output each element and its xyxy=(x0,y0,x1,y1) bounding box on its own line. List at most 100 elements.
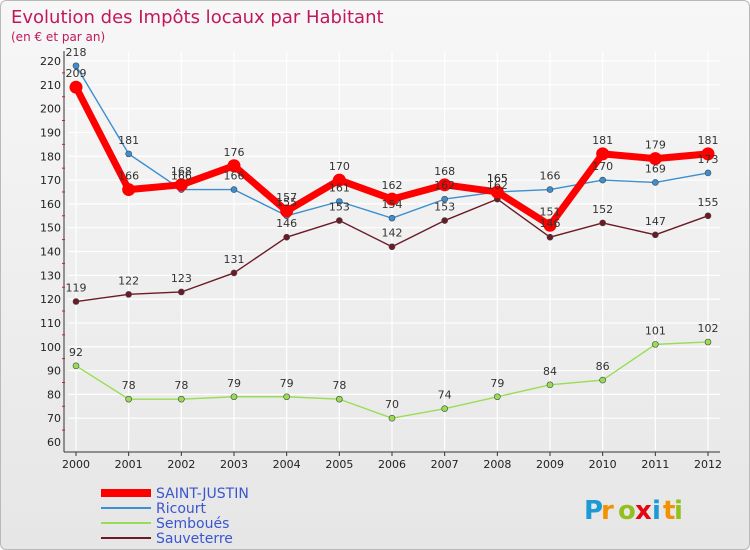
point-sauveterre-2003 xyxy=(230,269,238,277)
data-label-sembou-s-2000: 92 xyxy=(69,346,83,359)
point-sembou-s-2002 xyxy=(178,395,185,403)
point-sembou-s-2012 xyxy=(704,338,712,346)
point-sauveterre-2010 xyxy=(599,219,606,227)
plot-area: 60 70 80 90 100 110 120 130 140 150 160 170 180 190 20… xyxy=(40,46,722,471)
point-saint-justin-2000 xyxy=(69,80,83,94)
point-saint-justin-2006 xyxy=(385,192,399,206)
data-label-sembou-s-2002: 78 xyxy=(174,379,188,392)
data-label-saint-justin-2001: 166 xyxy=(118,170,139,183)
data-label-ricourt-2010: 170 xyxy=(592,160,613,173)
point-ricourt-2000 xyxy=(72,62,80,70)
data-label-sauveterre-2010: 152 xyxy=(592,203,613,216)
x-tick-label-2007: 2007 xyxy=(431,458,459,471)
y-tick-label-120: 120 xyxy=(40,293,61,306)
y-tick-label-200: 200 xyxy=(40,103,61,116)
data-label-ricourt-2005: 161 xyxy=(329,181,350,194)
point-saint-justin-2011 xyxy=(648,152,662,166)
chart-title: Evolution des Impôts locaux par Habitant xyxy=(11,7,384,28)
data-label-sembou-s-2010: 86 xyxy=(596,360,610,373)
x-tick-label-2002: 2002 xyxy=(167,458,195,471)
brand-letter: i xyxy=(652,496,661,526)
point-sembou-s-2007 xyxy=(441,405,448,412)
data-label-sembou-s-2003: 79 xyxy=(227,377,241,390)
x-tick-label-2006: 2006 xyxy=(378,458,406,471)
data-label-sembou-s-2001: 78 xyxy=(122,379,136,392)
y-tick-label-160: 160 xyxy=(40,198,61,211)
y-tick-label-140: 140 xyxy=(40,246,61,259)
data-label-sauveterre-2004: 146 xyxy=(276,217,297,230)
data-label-sembou-s-2009: 84 xyxy=(543,365,557,378)
data-label-saint-justin-2008: 165 xyxy=(487,172,508,185)
y-tick-label-60: 60 xyxy=(47,436,61,449)
brand-letter: i xyxy=(674,496,683,526)
point-ricourt-2009 xyxy=(546,186,554,193)
data-label-saint-justin-2010: 181 xyxy=(592,134,613,147)
point-sembou-s-2004 xyxy=(283,393,290,401)
x-tick-label-2001: 2001 xyxy=(115,458,143,471)
data-label-ricourt-2012: 173 xyxy=(698,153,719,166)
x-tick-label-2008: 2008 xyxy=(483,458,511,471)
y-tick-label-130: 130 xyxy=(40,269,61,282)
point-saint-justin-2008 xyxy=(490,185,504,199)
point-sembou-s-2010 xyxy=(599,376,606,384)
point-saint-justin-2009 xyxy=(543,218,557,232)
brand-letter: P xyxy=(584,496,603,526)
y-tick-label-190: 190 xyxy=(40,126,61,139)
legend-label-sembou-s: Semboués xyxy=(156,516,229,532)
point-ricourt-2001 xyxy=(125,150,132,158)
data-label-saint-justin-2003: 176 xyxy=(224,146,245,159)
y-tick-label-150: 150 xyxy=(40,222,61,235)
legend-label-saint-justin: SAINT-JUSTIN xyxy=(156,486,249,502)
point-sauveterre-2001 xyxy=(125,291,132,298)
data-label-ricourt-2007: 162 xyxy=(434,179,455,192)
point-saint-justin-2001 xyxy=(122,183,136,197)
data-label-saint-justin-2009: 151 xyxy=(540,205,561,218)
data-label-sembou-s-2005: 78 xyxy=(332,379,346,392)
point-sembou-s-2001 xyxy=(125,395,132,403)
x-tick-label-2011: 2011 xyxy=(641,458,669,471)
data-label-saint-justin-2011: 179 xyxy=(645,139,666,152)
data-label-ricourt-2008: 165 xyxy=(487,172,508,185)
y-tick-label-90: 90 xyxy=(47,365,61,378)
point-saint-justin-2012 xyxy=(701,147,715,161)
data-label-saint-justin-2007: 168 xyxy=(434,165,455,178)
point-sauveterre-2004 xyxy=(283,233,290,241)
data-label-saint-justin-2000: 209 xyxy=(66,67,87,80)
x-tick-label-2004: 2004 xyxy=(273,458,301,471)
data-label-ricourt-2009: 166 xyxy=(540,170,561,183)
point-ricourt-2012 xyxy=(704,169,712,177)
point-sembou-s-2003 xyxy=(230,393,238,401)
data-label-sauveterre-2001: 122 xyxy=(118,274,139,287)
point-ricourt-2003 xyxy=(230,186,238,193)
data-label-sauveterre-2000: 119 xyxy=(66,282,87,295)
point-sembou-s-2008 xyxy=(494,393,501,401)
y-tick-label-180: 180 xyxy=(40,150,61,163)
point-saint-justin-2005 xyxy=(332,173,346,187)
data-label-sembou-s-2004: 79 xyxy=(280,377,294,390)
data-label-saint-justin-2002: 168 xyxy=(171,165,192,178)
y-tick-label-100: 100 xyxy=(40,341,61,354)
y-tick-label-220: 220 xyxy=(40,55,61,68)
point-saint-justin-2003 xyxy=(227,159,241,173)
point-ricourt-2007 xyxy=(441,195,448,203)
data-label-saint-justin-2006: 162 xyxy=(382,179,403,192)
data-label-sauveterre-2003: 131 xyxy=(224,253,245,266)
data-label-sauveterre-2012: 155 xyxy=(698,196,719,209)
data-label-saint-justin-2012: 181 xyxy=(698,134,719,147)
point-sembou-s-2009 xyxy=(546,381,554,389)
x-tick-label-2012: 2012 xyxy=(694,458,722,471)
x-tick-label-2005: 2005 xyxy=(325,458,353,471)
brand-letter: x xyxy=(635,496,652,526)
data-label-sembou-s-2008: 79 xyxy=(490,377,504,390)
data-label-sauveterre-2005: 153 xyxy=(329,201,350,214)
data-label-sauveterre-2009: 146 xyxy=(540,217,561,230)
x-tick-label-2003: 2003 xyxy=(220,458,248,471)
data-label-ricourt-2003: 166 xyxy=(224,170,245,183)
data-label-ricourt-2004: 155 xyxy=(276,196,297,209)
point-sauveterre-2009 xyxy=(546,233,554,241)
point-sauveterre-2002 xyxy=(178,288,185,296)
point-sembou-s-2000 xyxy=(72,362,80,370)
data-label-ricourt-2002: 166 xyxy=(171,170,192,183)
point-saint-justin-2004 xyxy=(280,204,294,218)
point-ricourt-2011 xyxy=(652,179,659,186)
